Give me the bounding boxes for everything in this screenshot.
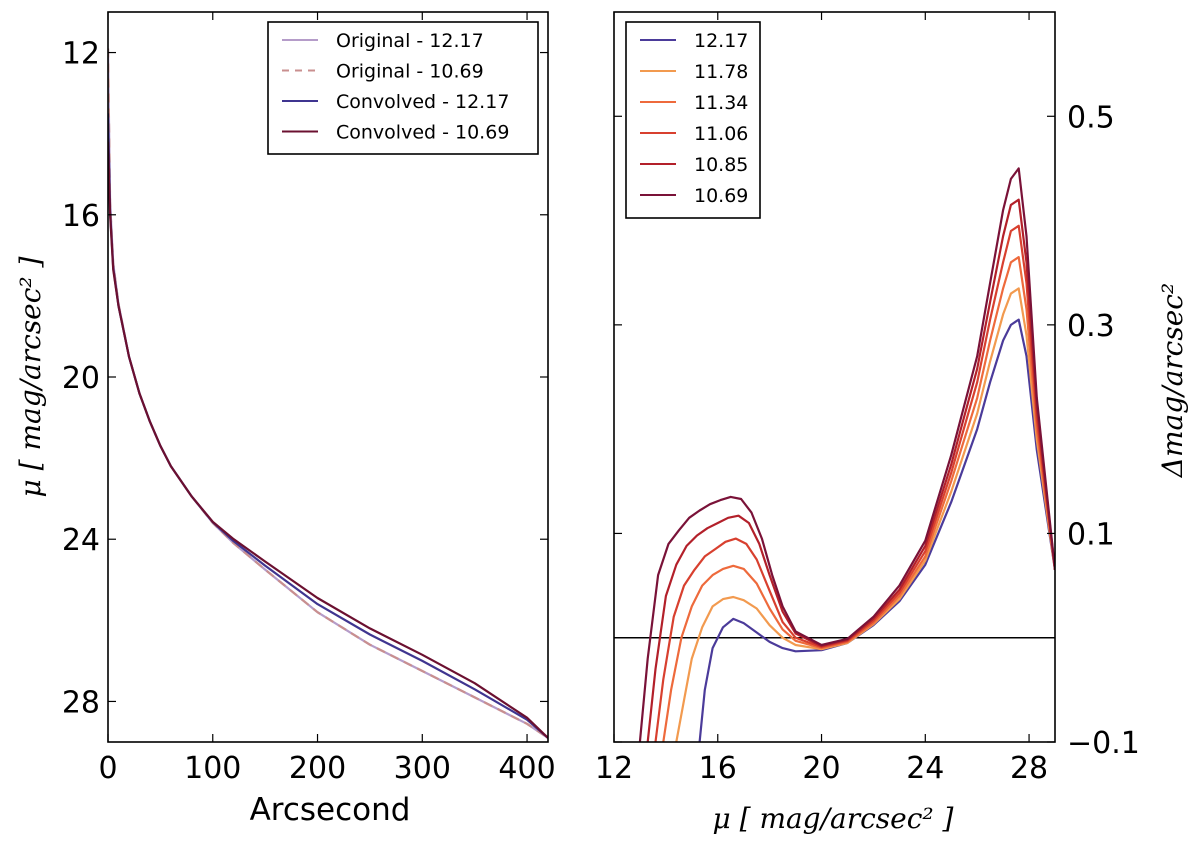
left-series-line-3 [108,141,548,739]
left-x-axis-title: Arcsecond [250,792,411,828]
left-series-line-2 [108,113,548,739]
right-legend-label: 11.06 [694,123,748,145]
right-ytick-label: 0.5 [1067,100,1115,135]
left-legend-label: Original - 12.17 [336,30,484,52]
right-legend-label: 10.69 [694,185,748,207]
left-ytick-label: 12 [62,37,100,72]
left-panel: 0 100 200 300 400 12 16 20 24 28 Arcsecond μ [ ma… [14,11,556,828]
right-y-axis-title: Δmag/arcsec² [1156,283,1189,478]
right-legend-box [625,21,761,219]
right-series-line-4 [646,198,1055,742]
left-legend-label: Convolved - 12.17 [336,91,509,113]
left-xtick-label: 100 [184,751,241,786]
left-legend-label: Convolved - 10.69 [336,122,509,144]
right-legend: 12.17 11.78 11.34 11.06 10.85 10.69 [625,21,761,219]
left-ticks: 0 100 200 300 400 12 16 20 24 28 [62,12,556,786]
right-panel: 12 16 20 24 28 0.5 0.3 0.1 −0.1 μ [ mag/arcsec² … [595,11,1189,835]
left-ytick-label: 28 [62,685,100,720]
right-ytick-label: −0.1 [1067,726,1140,761]
right-xtick-label: 16 [699,751,737,786]
right-x-axis-title: μ [ mag/arcsec² ] [713,802,954,835]
right-xtick-label: 12 [595,751,633,786]
left-legend: Original - 12.17 Original - 10.69 Convolve… [267,21,539,155]
left-y-axis-title: μ [ mag/arcsec² ] [14,256,47,497]
left-xtick-label: 300 [394,751,451,786]
right-legend-label: 11.78 [694,61,748,83]
left-xtick-label: 200 [289,751,346,786]
right-ytick-label: 0.1 [1067,517,1115,552]
left-xtick-label: 400 [498,751,555,786]
right-xtick-label: 24 [906,751,944,786]
left-ytick-label: 24 [62,523,100,558]
left-series-group [108,48,548,739]
right-legend-label: 11.34 [694,92,748,114]
right-series-line-5 [638,167,1055,742]
right-series-group [614,167,1055,742]
right-ytick-label: 0.3 [1067,309,1115,344]
left-legend-label: Original - 10.69 [336,61,484,83]
right-plot-frame [613,11,1056,743]
right-series-line-3 [654,224,1055,742]
right-xtick-label: 20 [802,751,840,786]
right-legend-label: 10.85 [694,154,748,176]
right-xtick-label: 28 [1010,751,1048,786]
left-xtick-label: 0 [98,751,117,786]
right-legend-label: 12.17 [694,30,748,52]
right-ticks: 12 16 20 24 28 0.5 0.3 0.1 −0.1 [595,12,1140,786]
left-ytick-label: 20 [62,361,100,396]
left-ytick-label: 16 [62,199,100,234]
